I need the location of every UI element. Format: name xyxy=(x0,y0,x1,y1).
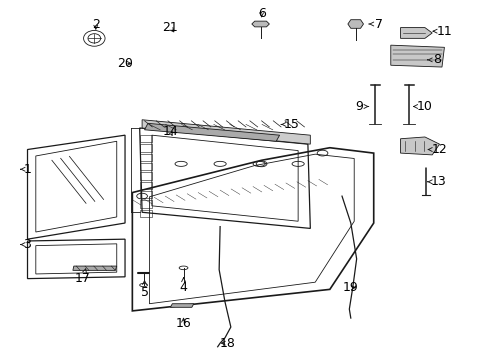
Text: 5: 5 xyxy=(140,280,148,300)
Text: 9: 9 xyxy=(354,100,368,113)
Text: 8: 8 xyxy=(427,53,440,66)
Polygon shape xyxy=(142,120,310,144)
Text: 21: 21 xyxy=(162,21,178,34)
Text: 4: 4 xyxy=(179,278,187,294)
Text: 6: 6 xyxy=(257,7,265,20)
Text: 19: 19 xyxy=(342,281,358,294)
Polygon shape xyxy=(390,45,444,67)
Text: 17: 17 xyxy=(75,269,90,285)
Polygon shape xyxy=(400,28,431,39)
Text: 3: 3 xyxy=(20,238,31,251)
Polygon shape xyxy=(251,21,269,27)
Text: 14: 14 xyxy=(162,125,178,138)
Polygon shape xyxy=(347,20,363,28)
Text: 2: 2 xyxy=(92,18,100,31)
Text: 20: 20 xyxy=(117,57,133,70)
Polygon shape xyxy=(73,266,117,270)
Polygon shape xyxy=(400,137,439,155)
Text: 7: 7 xyxy=(368,18,382,31)
Text: 16: 16 xyxy=(175,317,191,330)
Text: 18: 18 xyxy=(219,337,235,350)
Text: 1: 1 xyxy=(20,163,31,176)
Text: 11: 11 xyxy=(432,25,451,38)
Polygon shape xyxy=(170,304,193,307)
Text: 10: 10 xyxy=(413,100,432,113)
Text: 15: 15 xyxy=(281,118,299,131)
Text: 12: 12 xyxy=(427,143,447,156)
Text: 13: 13 xyxy=(427,175,446,188)
Polygon shape xyxy=(144,123,279,141)
